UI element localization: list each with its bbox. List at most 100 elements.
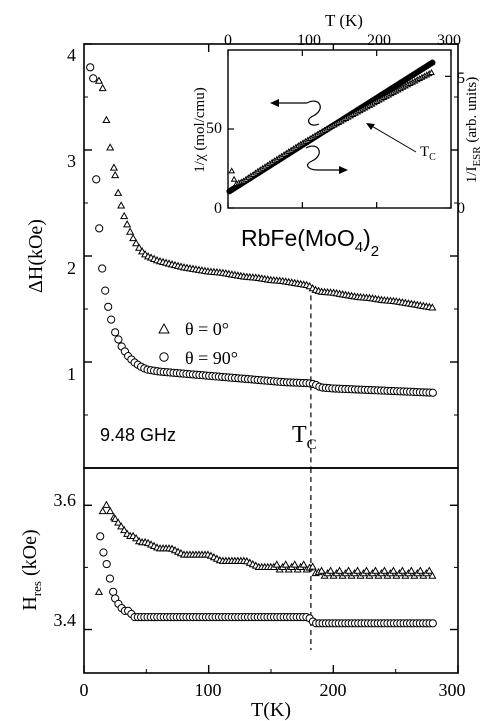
inset-right-y-label: 1/IESR (arb. units) <box>464 77 483 183</box>
data-point-theta-0 <box>111 170 120 179</box>
linewidth-y-ticks <box>84 43 458 416</box>
data-point-theta-0 <box>135 243 144 251</box>
data-point-theta-90 <box>95 224 104 233</box>
res-point-theta-0 <box>428 571 437 579</box>
data-point-theta-90 <box>86 63 95 72</box>
inset-data <box>226 59 436 195</box>
res-point-theta-0 <box>120 525 129 534</box>
res-point-theta-0 <box>106 506 115 515</box>
inset-x-tick-1: 100 <box>297 32 321 49</box>
x-tick-label-300: 300 <box>439 680 466 700</box>
inset-esr-point <box>428 69 435 76</box>
data-point-theta-90 <box>114 335 123 344</box>
res-point-theta-0 <box>98 506 107 515</box>
data-point-theta-0 <box>428 303 437 311</box>
data-point-theta-90 <box>428 388 437 397</box>
tc-pointer-line <box>369 124 417 153</box>
tc-label: TC <box>292 422 317 453</box>
res-point-theta-0 <box>416 566 425 574</box>
linewidth-panel: 1 2 3 4 ΔH(kOe) TC 9.48 GHz θ = 0° θ = 9… <box>25 43 459 469</box>
res-point-theta-0 <box>326 566 335 574</box>
res-point-theta-0 <box>344 566 353 574</box>
res-point-theta-0 <box>308 562 317 570</box>
res-point-theta-0 <box>353 566 362 574</box>
res-point-theta-0 <box>398 566 407 574</box>
tc-pointer-head <box>366 123 375 130</box>
linewidth-y-label: ΔH(kOe) <box>25 219 47 293</box>
res-point-theta-0 <box>290 560 299 568</box>
res-point-theta-0 <box>389 566 398 574</box>
data-point-theta-0 <box>132 238 141 247</box>
data-point-theta-0 <box>126 227 135 235</box>
data-point-theta-0 <box>94 76 104 84</box>
data-point-theta-0 <box>120 211 129 220</box>
res-point-theta-0 <box>380 566 389 574</box>
data-point-theta-0 <box>137 247 147 255</box>
data-point-theta-0 <box>117 201 126 209</box>
res-point-theta-0 <box>111 514 120 522</box>
linewidth-data <box>86 63 437 397</box>
res-point-theta-0 <box>425 566 434 574</box>
res-point-theta-0 <box>94 587 104 595</box>
linewidth-y-tick-labels: 1 2 3 4 <box>67 45 76 384</box>
res-y-tick-0: 3.4 <box>54 610 77 630</box>
res-point-theta-90 <box>428 619 437 628</box>
resonance-y-label: Hres (kOe) <box>19 529 44 610</box>
x-tick-label-0: 0 <box>80 680 89 700</box>
left-axis-squiggle <box>306 100 321 126</box>
res-point-theta-0 <box>117 522 126 530</box>
res-point-theta-0 <box>281 560 290 568</box>
res-point-theta-0 <box>317 566 326 574</box>
inset-esr-point <box>228 167 236 174</box>
res-point-theta-90 <box>102 559 111 569</box>
x-axis-label: T(K) <box>251 699 291 721</box>
res-point-theta-90 <box>105 574 115 583</box>
y-tick-label-1: 1 <box>67 364 76 384</box>
x-tick-label-200: 200 <box>320 680 347 700</box>
data-point-theta-0 <box>98 83 107 92</box>
frequency-label: 9.48 GHz <box>100 425 176 445</box>
legend-label-1: θ = 90° <box>185 348 238 368</box>
inset-x-tick-3: 300 <box>437 32 461 49</box>
inset-left-tick-1: 50 <box>206 120 222 137</box>
data-point-theta-0 <box>106 143 115 151</box>
res-point-theta-0 <box>335 566 344 574</box>
inset-left-tick-0: 0 <box>214 200 222 217</box>
inset-chi-point <box>429 59 436 66</box>
data-point-theta-90 <box>98 264 107 273</box>
res-point-theta-0 <box>114 518 123 526</box>
x-tick-label-100: 100 <box>195 680 222 700</box>
left-arrow-head <box>270 99 279 107</box>
y-tick-label-3: 3 <box>67 151 76 171</box>
res-point-theta-0 <box>362 566 371 574</box>
legend: θ = 0° θ = 90° <box>158 319 238 368</box>
data-point-theta-0 <box>129 233 138 242</box>
resonance-field-panel: 3.4 3.6 Hres (kOe) 0 100 200 300 T(K) <box>19 467 466 721</box>
data-point-theta-90 <box>101 286 110 295</box>
res-point-theta-0 <box>299 560 308 568</box>
right-arrow-head <box>339 166 348 174</box>
res-point-theta-90 <box>96 532 105 541</box>
data-point-theta-90 <box>111 328 120 337</box>
data-point-theta-0 <box>123 220 132 228</box>
data-point-theta-0 <box>114 188 123 196</box>
inset-esr-point <box>230 175 238 182</box>
y-tick-label-2: 2 <box>67 258 76 278</box>
res-point-theta-90 <box>109 587 118 596</box>
data-point-theta-90 <box>92 175 101 184</box>
compound-name: RbFe(MoO4)2 <box>241 225 379 260</box>
data-point-theta-90 <box>104 302 113 311</box>
data-point-theta-0 <box>109 163 119 171</box>
inset-panel: T (K) 0 100 200 300 0 50 0 5 1/χ (mol/cm… <box>192 11 483 260</box>
inset-tc-label: TC <box>420 144 436 163</box>
inset-x-tick-0: 0 <box>224 32 232 49</box>
res-point-theta-90 <box>99 548 108 557</box>
res-point-theta-0 <box>102 500 111 508</box>
inset-ticks <box>227 50 452 209</box>
res-y-tick-1: 3.6 <box>54 490 77 510</box>
res-point-theta-0 <box>371 566 380 574</box>
right-axis-squiggle <box>305 145 320 171</box>
legend-marker-triangle <box>158 322 170 334</box>
res-point-theta-0 <box>407 566 416 574</box>
